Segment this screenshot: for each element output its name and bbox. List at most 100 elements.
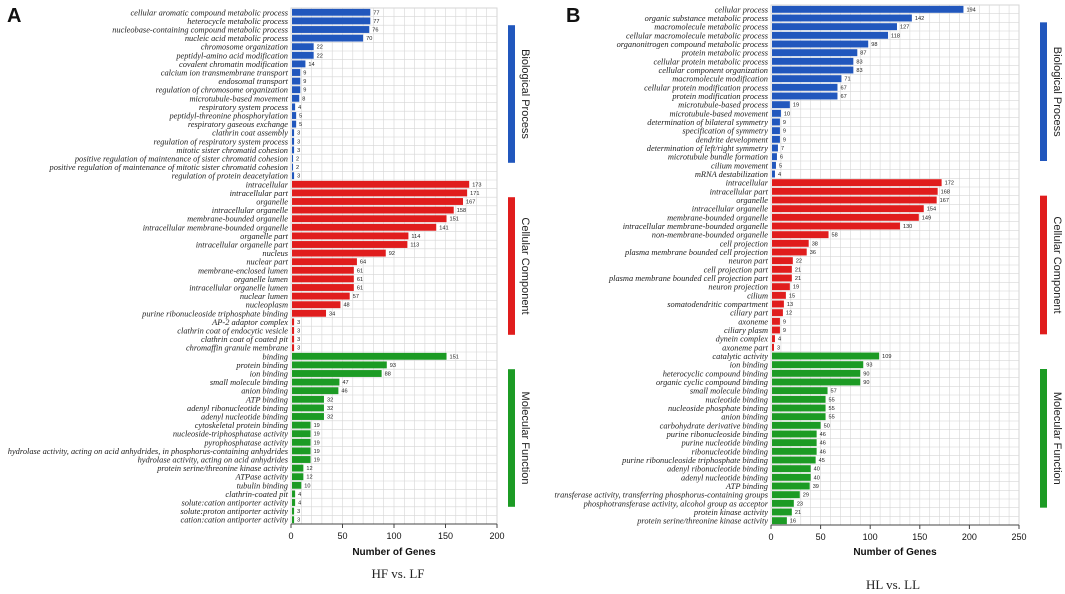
bar (772, 387, 828, 395)
bar (772, 482, 810, 490)
bar (292, 34, 364, 42)
category-label: dynein complex (716, 335, 769, 344)
bar (292, 43, 314, 51)
bar (772, 309, 783, 317)
value-label: 141 (439, 225, 448, 231)
bar (292, 232, 409, 240)
category-label: heterocycle metabolic process (187, 17, 288, 26)
category-label: positive regulation of maintenance of mi… (49, 163, 289, 172)
category-label: mitotic sister chromatid cohesion (176, 146, 288, 155)
bar (772, 404, 826, 412)
bar (292, 163, 294, 171)
category-label: phosphotransferase activity, alcohol gro… (583, 499, 769, 508)
value-label: 83 (856, 68, 862, 74)
value-label: 93 (390, 363, 396, 369)
bar (772, 118, 780, 126)
bar (292, 370, 382, 377)
category-label: plasma membrane bounded cell projection (624, 248, 768, 257)
value-label: 9 (783, 319, 786, 325)
category-label: ATPase activity (235, 473, 289, 482)
bar (292, 507, 295, 515)
value-label: 10 (304, 483, 310, 489)
value-label: 48 (343, 303, 349, 309)
category-label: macromolecule modification (672, 75, 768, 84)
category-label: regulation of protein deacetylation (172, 172, 288, 181)
value-label: 9 (303, 88, 306, 94)
category-label: nucleus (262, 249, 288, 258)
category-label: macromolecule metabolic process (654, 23, 768, 32)
value-label: 76 (372, 28, 378, 34)
value-label: 109 (882, 354, 891, 360)
category-label: intracellular organelle lumen (189, 284, 288, 293)
bar (292, 361, 387, 369)
bar (772, 153, 777, 161)
bar (772, 491, 800, 499)
bar (772, 161, 776, 169)
value-label: 2 (296, 157, 299, 163)
bar (292, 249, 386, 257)
category-label: hydrolase activity, acting on acid anhyd… (8, 447, 288, 456)
category-label: microtubule-based movement (669, 109, 768, 118)
bar (772, 222, 900, 230)
value-label: 34 (329, 311, 335, 317)
value-label: 3 (297, 320, 300, 326)
category-label: protein binding (235, 361, 288, 370)
value-label: 77 (373, 10, 379, 16)
bar (292, 344, 295, 352)
bar (292, 275, 354, 283)
value-label: 21 (795, 276, 801, 282)
bar (772, 40, 869, 48)
category-label: adenyl ribonucleotide binding (187, 404, 288, 413)
bar (292, 189, 468, 197)
bar (772, 231, 829, 239)
bar (772, 31, 889, 39)
category-label: intracellular (726, 179, 769, 188)
bar (772, 109, 781, 117)
value-label: 9 (783, 137, 786, 143)
value-label: 127 (900, 25, 909, 31)
value-label: 22 (317, 53, 323, 59)
value-label: 64 (360, 260, 366, 266)
category-label: membrane-bounded organelle (187, 215, 288, 224)
value-label: 21 (795, 510, 801, 516)
bar (292, 309, 327, 317)
panel-letter: B (566, 5, 580, 27)
bar (772, 283, 790, 291)
value-label: 142 (915, 16, 924, 22)
value-label: 21 (795, 267, 801, 273)
value-label: 3 (297, 148, 300, 154)
bar (772, 343, 774, 351)
category-label: positive regulation of maintenance of si… (74, 155, 288, 164)
comparison-title: HF vs. LF (371, 566, 424, 581)
category-label: pyrophosphatase activity (203, 438, 288, 447)
bar (292, 51, 314, 59)
value-label: 16 (790, 519, 796, 525)
x-tick-label: 200 (962, 532, 977, 542)
category-label: membrane-bounded organelle (667, 213, 768, 222)
bar (772, 413, 826, 421)
value-label: 13 (787, 302, 793, 308)
x-axis-title: Number of Genes (853, 547, 937, 558)
category-label: determination of bilateral symmetry (647, 118, 768, 127)
bar (772, 213, 919, 221)
category-label: non-membrane-bounded organelle (652, 231, 768, 240)
value-label: 23 (797, 501, 803, 507)
bar (292, 395, 324, 403)
value-label: 113 (410, 243, 419, 249)
x-tick-label: 200 (489, 531, 504, 541)
value-label: 12 (306, 466, 312, 472)
bar (292, 464, 304, 472)
bar (772, 317, 780, 325)
category-label: organonitrogen compound metabolic proces… (617, 40, 768, 49)
value-label: 50 (824, 423, 830, 429)
value-label: 36 (810, 250, 816, 256)
value-label: 19 (314, 458, 320, 464)
bar (772, 326, 780, 334)
bar (292, 301, 341, 309)
value-label: 71 (844, 77, 850, 83)
category-label: clathrin-coated pit (225, 490, 288, 499)
category-label: intracellular organelle (692, 205, 768, 214)
bar (772, 265, 792, 273)
bar (292, 146, 295, 154)
